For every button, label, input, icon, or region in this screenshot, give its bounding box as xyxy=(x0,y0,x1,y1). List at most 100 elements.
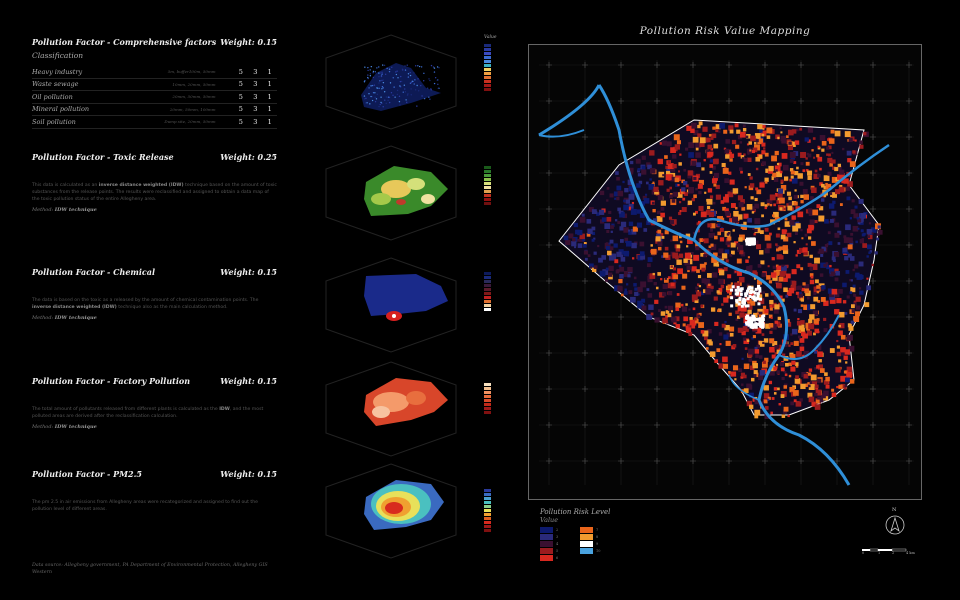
ramp-comprehensive xyxy=(484,44,491,92)
section-factory: Pollution Factor - Factory Pollution Wei… xyxy=(32,376,277,430)
section-description: The pm 2.5 in air emissions from Alleghe… xyxy=(32,500,258,512)
section-weight: Weight: 0.15 xyxy=(220,267,277,277)
north-label: N xyxy=(892,507,897,513)
legend-label: 3 xyxy=(556,535,559,539)
class-distance: Dump site, 20mm, 50mm xyxy=(164,119,216,125)
section-header: Pollution Factor - Chemical Weight: 0.15 xyxy=(32,267,277,277)
legend-swatch xyxy=(540,541,553,547)
section-chemical: Pollution Factor - Chemical Weight: 0.15… xyxy=(32,267,277,321)
class-name: Heavy industry xyxy=(32,67,83,76)
class-weight: 1 xyxy=(267,92,272,101)
section-header: Pollution Factor - Comprehensive factors… xyxy=(32,37,277,47)
class-weight: 1 xyxy=(267,117,272,126)
legend-swatch xyxy=(580,548,593,554)
class-distance: 20mm, 50mm, 50mm xyxy=(172,94,216,100)
legend-item: 5 xyxy=(540,548,580,554)
scale-bar: 0 1 2 4 km xyxy=(862,544,922,563)
scale-label: 0 xyxy=(862,551,865,555)
method-line: Method: IDW technique xyxy=(32,424,97,430)
classification-row: Heavy industry 5m, buffer100m, 50mm 5 3 … xyxy=(32,66,277,79)
legend-swatch xyxy=(540,527,553,533)
section-title: Pollution Factor - Toxic Release xyxy=(32,152,174,162)
section-weight: Weight: 0.15 xyxy=(220,469,277,479)
legend-label: 4 xyxy=(556,542,559,546)
thumbnail-toxic-release xyxy=(316,144,466,242)
legend-swatch xyxy=(580,541,593,547)
section-header: Pollution Factor - PM2.5 Weight: 0.15 xyxy=(32,469,277,479)
value-label: Value xyxy=(484,35,497,40)
classification-row: Oil pollution 20mm, 50mm, 50mm 5 3 1 xyxy=(32,91,277,104)
section-description: The total amount of pollutants released … xyxy=(32,407,264,419)
map-title: Pollution Risk Value Mapping xyxy=(639,25,811,37)
legend-label: 9 xyxy=(596,542,599,546)
section-title: Pollution Factor - Factory Pollution xyxy=(32,376,191,386)
class-name: Waste sewage xyxy=(32,80,79,89)
class-weight: 5 xyxy=(238,67,243,76)
legend-title: Pollution Risk Level xyxy=(540,508,611,516)
section-title: Pollution Factor - Chemical xyxy=(32,267,156,277)
class-weight: 3 xyxy=(253,105,258,114)
legend-label: 10 xyxy=(596,549,601,553)
ramp-chemical xyxy=(484,272,491,312)
legend-item: 2 xyxy=(540,527,580,533)
ramp-pm25 xyxy=(484,489,491,533)
scale-label: 4 km xyxy=(906,551,915,555)
thumbnail-pm25 xyxy=(316,462,466,560)
ramp-factory xyxy=(484,383,491,415)
legend-swatch xyxy=(540,555,553,561)
class-name: Mineral pollution xyxy=(32,105,90,114)
section-comprehensive: Pollution Factor - Comprehensive factors… xyxy=(32,37,277,129)
class-name: Oil pollution xyxy=(32,92,73,101)
class-weight: 5 xyxy=(238,117,243,126)
class-weight: 1 xyxy=(267,105,272,114)
class-distance: 5m, buffer100m, 50mm xyxy=(167,69,216,75)
section-toxic-release: Pollution Factor - Toxic Release Weight:… xyxy=(32,152,277,213)
class-weight: 1 xyxy=(267,67,272,76)
legend-swatch xyxy=(540,534,553,540)
class-weight: 3 xyxy=(253,92,258,101)
classification-heading: Classification xyxy=(32,51,84,60)
class-weight: 5 xyxy=(238,92,243,101)
section-pm25: Pollution Factor - PM2.5 Weight: 0.15 Th… xyxy=(32,469,277,513)
classification-row: Waste sewage 10mm, 20mm, 50mm 5 3 1 xyxy=(32,79,277,91)
section-weight: Weight: 0.15 xyxy=(220,376,277,386)
ramp-toxic-release xyxy=(484,166,491,206)
section-header: Pollution Factor - Factory Pollution Wei… xyxy=(32,376,277,386)
legend-item: 7 xyxy=(580,527,620,533)
class-weight: 5 xyxy=(238,80,243,89)
classification-row: Soil pollution Dump site, 20mm, 50mm 5 3… xyxy=(32,116,277,129)
section-header: Pollution Factor - Toxic Release Weight:… xyxy=(32,152,277,162)
class-distance: 20mm, 50mm, 100mm xyxy=(169,106,216,112)
section-description: This data is calculated as an inverse di… xyxy=(32,183,277,202)
method-line: Method: IDW technique xyxy=(32,315,97,321)
classification-table: Heavy industry 5m, buffer100m, 50mm 5 3 … xyxy=(32,66,277,129)
legend-swatch xyxy=(580,534,593,540)
classification-row: Mineral pollution 20mm, 50mm, 100mm 5 3 … xyxy=(32,104,277,116)
class-distance: 10mm, 20mm, 50mm xyxy=(172,81,216,87)
section-weight: Weight: 0.25 xyxy=(220,152,277,162)
class-weight: 3 xyxy=(253,117,258,126)
legend-label: 2 xyxy=(556,528,559,532)
class-weight: 3 xyxy=(253,80,258,89)
legend-swatch xyxy=(540,548,553,554)
legend-subtitle: Value xyxy=(540,516,559,524)
legend-label: 7 xyxy=(596,528,599,532)
thumbnail-chemical xyxy=(316,256,466,354)
class-name: Soil pollution xyxy=(32,117,76,126)
thumbnail-factory xyxy=(316,360,466,458)
legend-label: 5 xyxy=(556,549,559,553)
legend-swatch xyxy=(580,527,593,533)
class-weight: 5 xyxy=(238,105,243,114)
legend-item: 10 xyxy=(580,548,620,554)
data-source-note: Data source: Allegheny government, PA De… xyxy=(32,563,268,575)
section-description: The data is based on the toxic as a rele… xyxy=(32,298,259,310)
legend-label: 6 xyxy=(556,556,559,560)
class-weight: 1 xyxy=(267,80,272,89)
legend-item: 6 xyxy=(540,555,580,561)
scale-label: 1 xyxy=(878,551,881,555)
map-legend: Pollution Risk Level Value 2 7 3 8 4 9 5 10 6 xyxy=(540,508,620,561)
legend-item: 4 xyxy=(540,541,580,547)
legend-item: 9 xyxy=(580,541,620,547)
legend-label: 8 xyxy=(596,535,599,539)
section-title: Pollution Factor - PM2.5 xyxy=(32,469,142,479)
